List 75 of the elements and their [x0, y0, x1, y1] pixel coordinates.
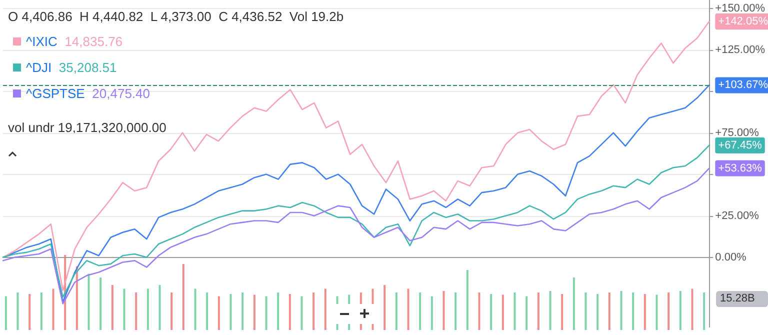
text: 15.28B	[720, 292, 755, 304]
bar	[277, 292, 280, 330]
bar	[16, 292, 19, 330]
bar	[76, 266, 78, 330]
bar	[490, 294, 492, 330]
bar	[218, 296, 220, 330]
data-label: +67.45%	[718, 139, 762, 152]
bar	[419, 292, 422, 330]
bar	[206, 292, 208, 330]
bar	[28, 294, 31, 330]
annotation: 14,835.76	[64, 34, 123, 49]
annotation: O 4,406.86 H 4,440.82 L 4,373.00 C 4,436.52 Vol 19.2b	[8, 9, 344, 24]
y-tick-label: +75.00%	[715, 126, 760, 139]
bar	[526, 296, 528, 330]
bar	[158, 285, 161, 330]
bar	[561, 294, 564, 330]
y-tick-label: +125.00%	[715, 44, 766, 56]
bar	[123, 288, 126, 330]
bar	[656, 294, 658, 330]
bar	[111, 285, 114, 330]
bar	[668, 292, 670, 330]
data-label: +103.67%	[718, 79, 768, 92]
bar	[549, 291, 552, 330]
bar	[135, 292, 138, 330]
bar	[300, 296, 303, 330]
bar	[620, 291, 622, 330]
bar	[265, 296, 268, 330]
bar	[182, 264, 184, 330]
y-tick-label: 0.00%	[715, 251, 747, 264]
bar	[430, 296, 433, 330]
bar	[194, 288, 196, 330]
bar	[324, 288, 326, 330]
annotation: 35,208.51	[58, 60, 117, 75]
bar	[88, 274, 90, 330]
bar	[407, 288, 410, 330]
line-series	[2, 168, 710, 304]
bar	[242, 292, 244, 330]
annotation: 20,475.40	[92, 86, 150, 101]
bar	[572, 278, 575, 330]
bar	[253, 294, 256, 330]
bar	[584, 292, 587, 330]
bar	[644, 294, 646, 330]
legend-label: ^IXIC	[26, 34, 58, 49]
bar	[442, 291, 445, 330]
line-series	[2, 144, 710, 298]
y-tick-label: +150.00%	[715, 2, 766, 14]
bar	[100, 278, 102, 330]
bar	[703, 292, 706, 330]
bar	[679, 291, 682, 330]
bar	[170, 292, 173, 330]
bar	[146, 288, 149, 330]
data-label: +142.05%	[718, 15, 768, 28]
bar	[632, 292, 634, 330]
bar	[478, 292, 480, 330]
bar	[384, 285, 386, 330]
bar	[454, 292, 457, 330]
bar	[230, 294, 232, 330]
bar	[395, 292, 398, 330]
bar	[537, 292, 540, 330]
bar	[514, 292, 516, 330]
data-label: +53.63%	[718, 162, 762, 174]
bar	[691, 288, 694, 330]
bar	[312, 292, 315, 330]
y-tick-label: +25.00%	[715, 210, 760, 222]
annotation: vol undr 19,171,320,000.00	[8, 120, 166, 135]
bar	[466, 270, 468, 330]
bar	[288, 294, 291, 330]
bar	[596, 294, 599, 330]
bar	[608, 292, 610, 330]
legend-label: ^GSPTSE	[26, 86, 86, 101]
legend-label: ^DJI	[26, 60, 52, 75]
bar	[502, 294, 504, 330]
bar	[52, 288, 54, 330]
bar	[40, 292, 42, 330]
bar	[4, 296, 7, 330]
